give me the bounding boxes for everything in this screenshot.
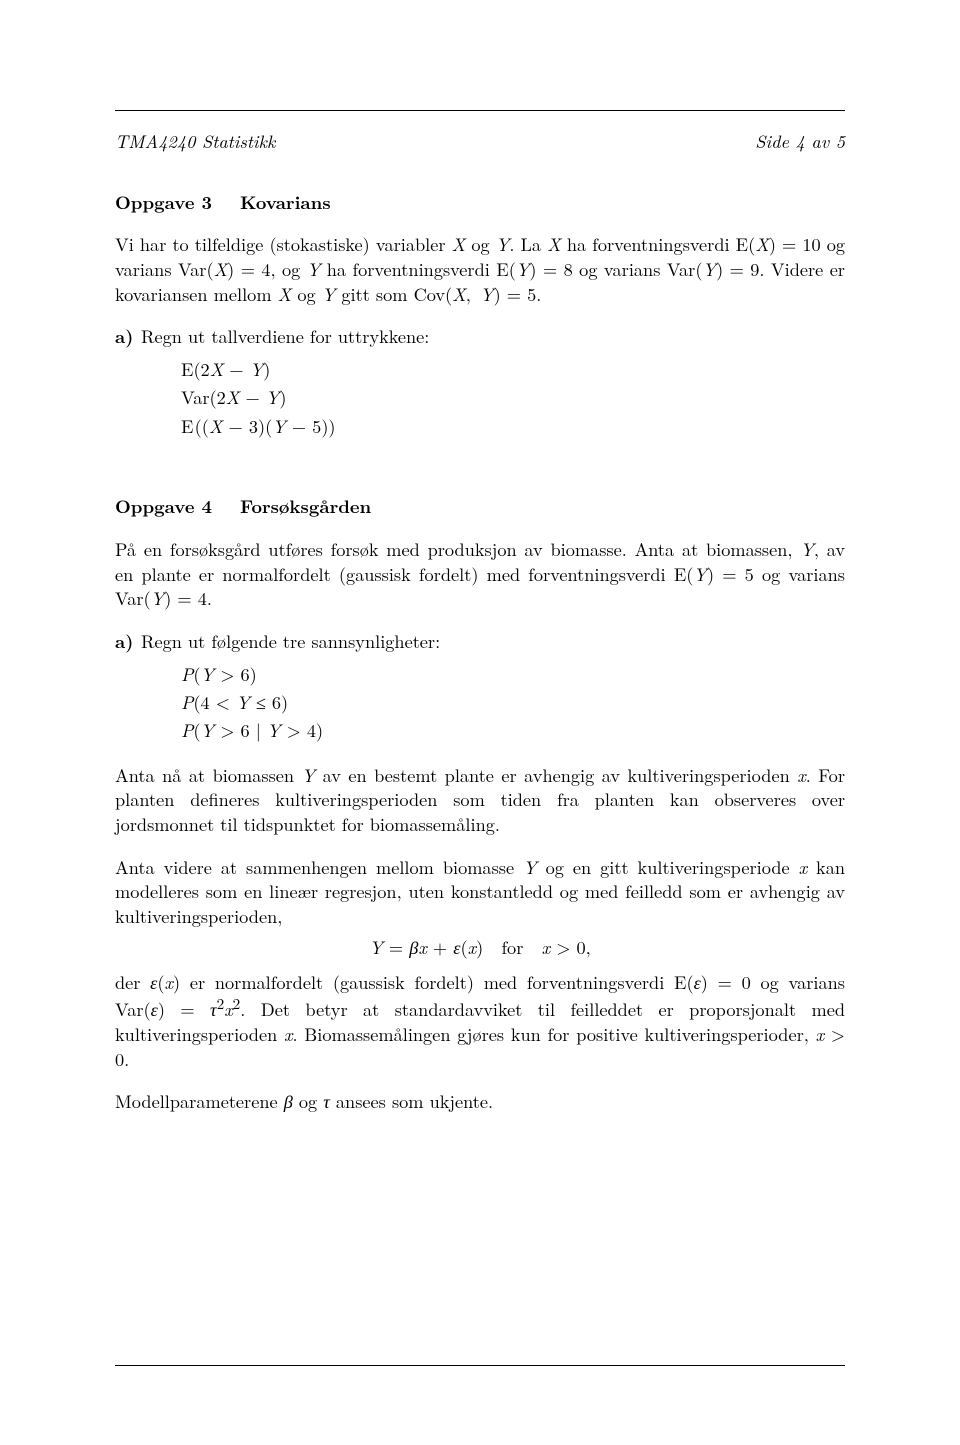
oppgave3-a-label: a) — [115, 324, 141, 349]
running-head: TMA4240 Statistikk Side 4 av 5 — [115, 129, 845, 154]
oppgave3-a: a)Regn ut tallverdiene for uttrykkene: E… — [115, 324, 845, 440]
oppgave4-a-expr1: P(Y > 6) — [181, 660, 845, 688]
rule-bottom — [115, 1365, 845, 1366]
oppgave3-para1: Vi har to tilfeldige (stokastiske) varia… — [115, 232, 845, 306]
oppgave3-a-exprs: E(2X − Y) Var(2X − Y) E ((X − 3)(Y − 5)) — [181, 355, 845, 440]
oppgave4-eq: Y = βx + ε(x) for x > 0, — [115, 935, 845, 960]
oppgave4-para2: Anta nå at biomassen Y av en bestemt pla… — [115, 763, 845, 837]
oppgave4-a-label: a) — [115, 629, 141, 654]
oppgave3-a-intro: a)Regn ut tallverdiene for uttrykkene: — [141, 324, 845, 349]
head-left: TMA4240 Statistikk — [115, 129, 275, 154]
heading-oppgave4: Oppgave 4 Forsøksgården — [115, 494, 845, 519]
page: TMA4240 Statistikk Side 4 av 5 Oppgave 3… — [0, 0, 960, 1445]
heading-oppgave3-title: Kovarians — [240, 189, 331, 215]
oppgave4-a-expr2: P(4 < Y ≤ 6) — [181, 688, 845, 716]
oppgave3-a-expr3: E ((X − 3)(Y − 5)) — [181, 412, 845, 440]
oppgave4-para3: Anta videre at sammenhengen mellom bioma… — [115, 855, 845, 929]
oppgave4-a-intro: a)Regn ut følgende tre sannsynligheter: — [141, 629, 845, 654]
heading-oppgave4-num: Oppgave 4 — [115, 493, 212, 519]
heading-oppgave4-title: Forsøksgården — [240, 493, 371, 519]
rule-top — [115, 110, 845, 111]
oppgave4-para1: På en forsøksgård utføres forsøk med pro… — [115, 537, 845, 611]
oppgave4-a: a)Regn ut følgende tre sannsynligheter: … — [115, 629, 845, 745]
oppgave4-a-expr3: P(Y > 6 | Y > 4) — [181, 716, 845, 744]
oppgave4-para4: der ε(x) er normalfordelt (gaussisk ford… — [115, 970, 845, 1072]
oppgave4-a-text: Regn ut følgende tre sannsynligheter: — [141, 628, 440, 654]
head-right: Side 4 av 5 — [755, 129, 845, 154]
oppgave3-a-text: Regn ut tallverdiene for uttrykkene: — [141, 323, 429, 349]
heading-oppgave3: Oppgave 3 Kovarians — [115, 190, 845, 215]
oppgave3-a-expr1: E(2X − Y) — [181, 355, 845, 383]
oppgave4-a-exprs: P(Y > 6) P(4 < Y ≤ 6) P(Y > 6 | Y > 4) — [181, 660, 845, 745]
oppgave4-para5: Modellparameterene β og τ ansees som ukj… — [115, 1089, 845, 1114]
heading-oppgave3-num: Oppgave 3 — [115, 189, 212, 215]
oppgave3-a-expr2: Var(2X − Y) — [181, 383, 845, 411]
